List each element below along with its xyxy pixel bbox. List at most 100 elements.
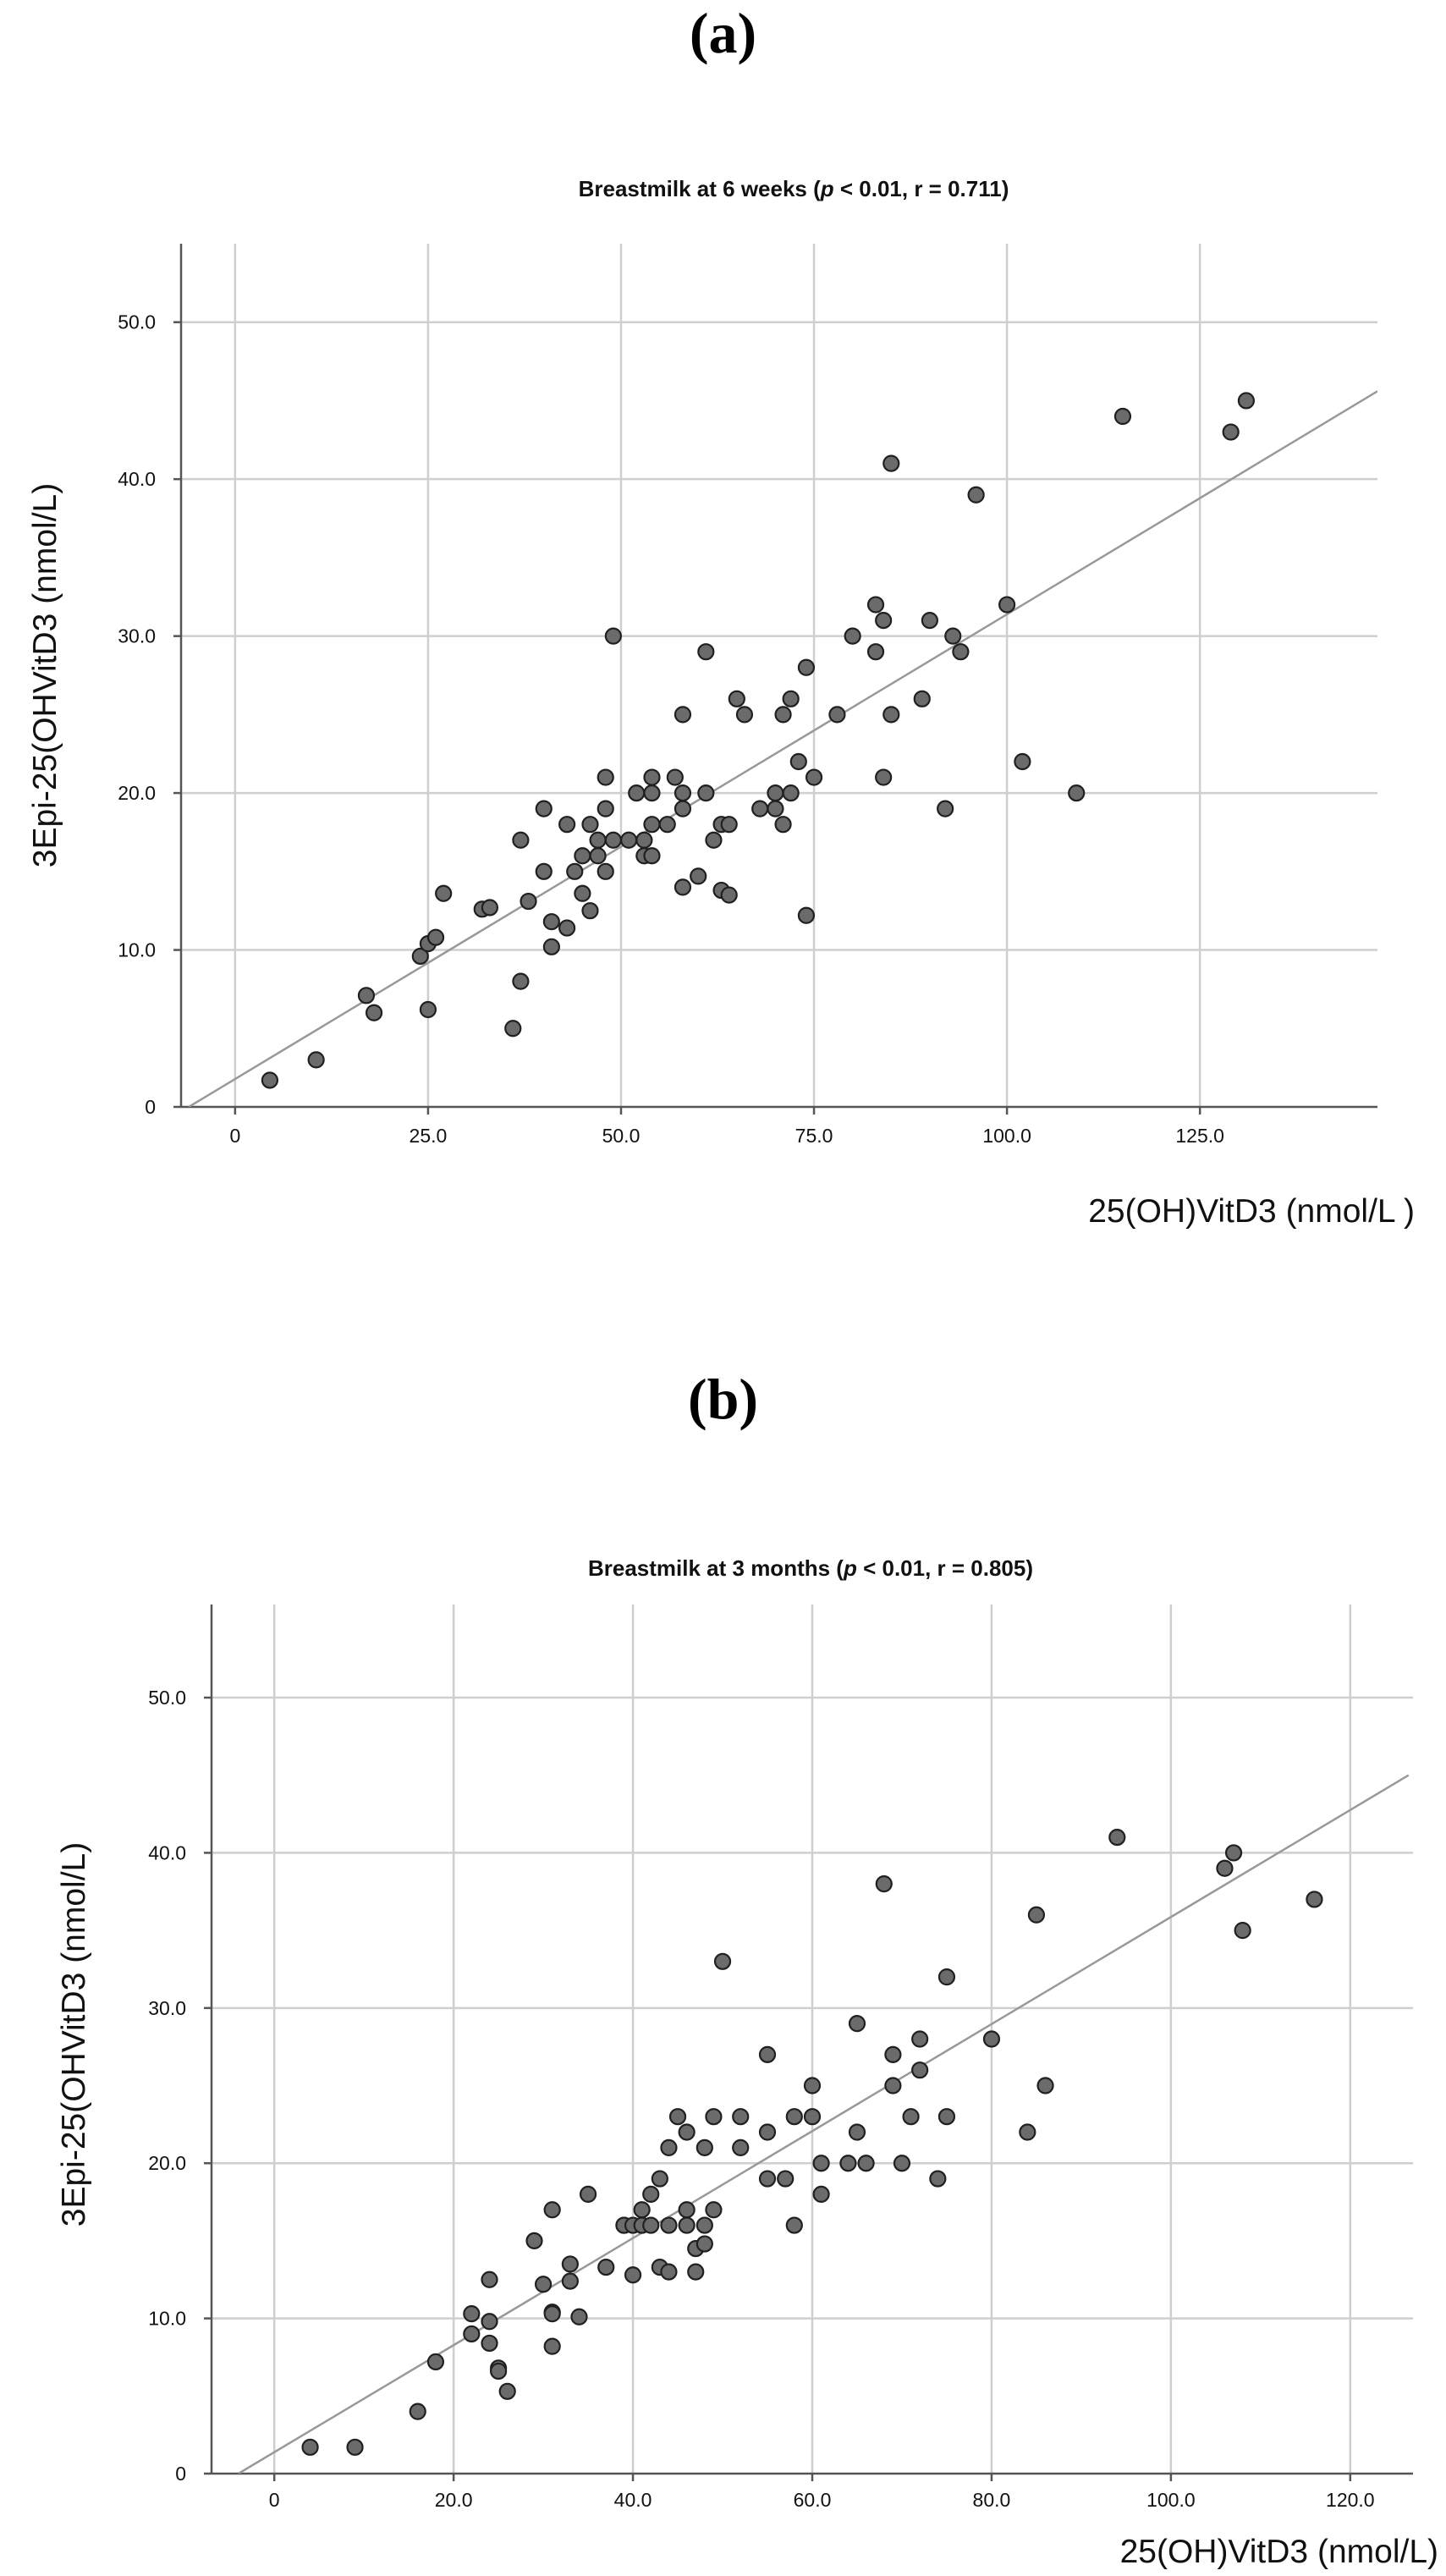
data-point — [921, 611, 938, 630]
data-point — [597, 862, 614, 880]
scatter-chart: 0 25.0 50.0 75.0 100.0 125.0 0 10.0 20.0 30.0 40.0… — [27, 176, 1415, 1230]
data-point — [911, 2061, 929, 2079]
chart-title: Breastmilk at 3 months (p < 0.01, r = 0.… — [588, 1555, 1033, 1581]
data-point — [574, 847, 591, 865]
data-point — [774, 706, 792, 724]
data-point — [604, 831, 622, 849]
data-point — [674, 878, 692, 896]
data-point — [643, 784, 661, 802]
y-tick-label: 0 — [175, 2463, 186, 2485]
data-point — [866, 596, 885, 614]
data-point — [697, 643, 715, 661]
data-point — [696, 2216, 713, 2234]
data-point — [812, 2155, 830, 2172]
y-tick-label: 40.0 — [148, 1841, 186, 1863]
data-point — [875, 1875, 893, 1893]
data-point — [805, 768, 823, 786]
panel-label: (b) — [687, 1367, 759, 1431]
data-point — [1108, 1828, 1126, 1847]
panel-b: (b) 0 20.0 40.0 60.0 80.0 100.0 120.0 0 10.0 20.0… — [0, 1320, 1446, 2576]
data-point — [857, 2155, 875, 2172]
data-point — [713, 1952, 732, 1970]
data-point — [674, 706, 692, 724]
data-point — [1234, 1922, 1251, 1940]
data-point — [307, 1051, 325, 1069]
data-point — [660, 2138, 678, 2156]
data-point — [828, 706, 846, 724]
title-italic-p: p — [820, 176, 834, 201]
x-tick-label: 100.0 — [982, 1125, 1031, 1147]
data-point — [1068, 784, 1086, 802]
data-point — [642, 2185, 660, 2203]
data-point — [866, 643, 885, 661]
data-point — [812, 2185, 830, 2203]
data-point — [643, 768, 661, 786]
data-point — [720, 816, 738, 834]
data-point — [678, 2201, 696, 2219]
data-point — [782, 784, 800, 802]
data-point — [660, 2216, 678, 2234]
data-point — [1216, 1859, 1234, 1877]
data-point — [690, 867, 707, 885]
data-point — [1224, 1844, 1243, 1862]
data-point — [558, 919, 576, 937]
title-text: < 0.01, r = 0.711) — [834, 176, 1009, 201]
data-point — [1019, 2123, 1036, 2141]
data-point — [504, 1020, 522, 1038]
y-tick-label: 20.0 — [118, 782, 156, 804]
y-axis-label: 3Epi-25(OHVitD3 (nmol/L) — [56, 1842, 92, 2226]
data-point — [481, 899, 499, 916]
data-point — [666, 768, 684, 786]
data-point — [463, 2305, 481, 2323]
y-tick-label: 50.0 — [118, 311, 156, 333]
data-point — [774, 816, 792, 834]
data-point — [803, 2077, 822, 2094]
data-point — [426, 928, 445, 946]
data-point — [1237, 392, 1256, 410]
data-point — [674, 800, 692, 817]
data-point — [758, 2170, 777, 2188]
data-point — [697, 784, 715, 802]
y-axis-label: 3Epi-25(OHVitD3 (nmol/L) — [27, 483, 63, 867]
data-point — [261, 1071, 279, 1089]
data-point — [758, 2045, 777, 2063]
data-point — [543, 2201, 561, 2219]
data-point — [624, 2266, 642, 2284]
grid — [181, 244, 1377, 1107]
data-point — [597, 2258, 615, 2276]
data-point — [785, 2108, 803, 2126]
data-point — [674, 784, 692, 802]
data-point — [687, 2263, 705, 2281]
data-point — [558, 816, 576, 834]
data-point — [426, 2353, 445, 2371]
x-tick-label: 60.0 — [794, 2489, 832, 2511]
title-italic-p: p — [843, 1555, 857, 1581]
fit-line — [238, 1774, 1410, 2474]
data-point — [570, 2308, 588, 2326]
data-point — [728, 690, 745, 707]
data-point — [604, 627, 622, 645]
data-point — [797, 658, 816, 676]
data-point — [696, 2138, 713, 2156]
x-tick-label: 80.0 — [973, 2489, 1011, 2511]
panel-label: (a) — [689, 1, 757, 65]
data-point — [705, 2108, 723, 2126]
y-tick-label: 30.0 — [148, 1997, 186, 2019]
data-point — [884, 2045, 902, 2063]
x-tick-label: 20.0 — [435, 2489, 473, 2511]
data-point — [561, 2272, 579, 2290]
data-point — [481, 2334, 498, 2353]
data-point — [758, 2123, 777, 2141]
data-point — [463, 2325, 481, 2343]
y-tick-label: 10.0 — [148, 2308, 186, 2330]
data-point — [875, 611, 893, 630]
data-point — [696, 2235, 713, 2253]
data-point — [419, 1000, 437, 1019]
data-point — [512, 972, 530, 990]
data-point — [967, 486, 985, 504]
data-point — [633, 2201, 651, 2219]
data-point — [720, 886, 738, 904]
y-tick-label: 10.0 — [118, 939, 156, 961]
data-point — [635, 831, 653, 849]
data-point — [651, 2170, 668, 2188]
